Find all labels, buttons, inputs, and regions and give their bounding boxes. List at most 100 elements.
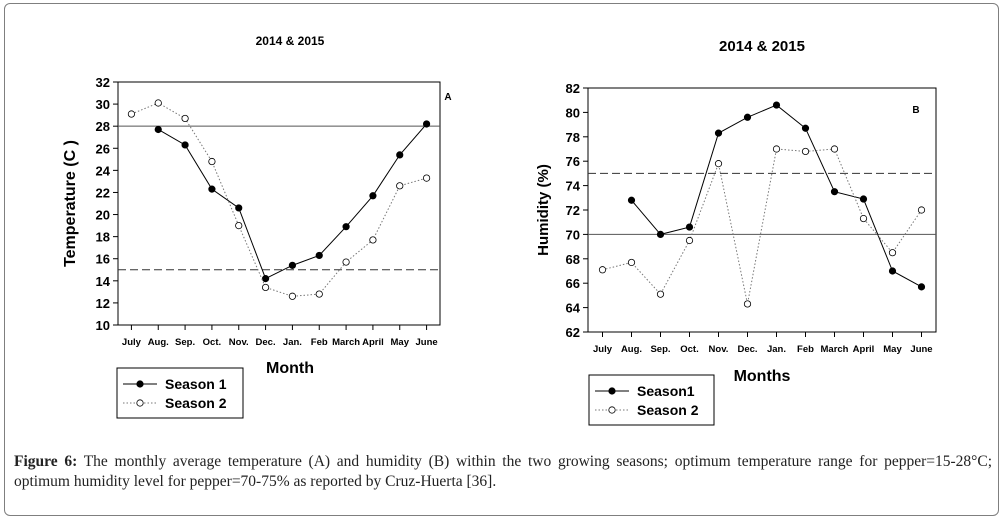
x-tick-label: March: [332, 337, 360, 348]
y-tick-label: 32: [96, 75, 110, 90]
data-point: [743, 113, 752, 121]
data-point: [888, 267, 897, 275]
data-point: [315, 290, 323, 298]
chart-panel-A: 2014 & 2015 A 10 12 14 16 18 20 22 24 26 28 30 32 July…: [62, 34, 452, 419]
y-tick-label: 24: [96, 163, 111, 178]
data-point: [888, 249, 897, 257]
x-tick-label: Oct.: [680, 344, 698, 355]
x-tick-label: May: [883, 344, 902, 355]
x-tick-label: June: [415, 337, 437, 348]
y-tick-label: 80: [566, 105, 580, 120]
data-point: [154, 99, 162, 107]
y-tick-label: 64: [566, 301, 581, 316]
data-point: [396, 151, 404, 159]
y-tick-label: 78: [566, 130, 580, 145]
y-tick-label: 10: [96, 318, 110, 333]
y-tick-label: 76: [566, 154, 580, 169]
figure-caption: Figure 6: The monthly average temperatur…: [14, 452, 992, 492]
x-tick-label: Sep.: [650, 344, 670, 355]
data-point: [627, 196, 636, 204]
legend-label: Season1: [637, 383, 695, 399]
y-tick-label: 28: [96, 119, 110, 134]
y-tick-label: 26: [96, 141, 110, 156]
data-point: [315, 251, 323, 260]
data-point: [396, 182, 404, 190]
x-tick-label: April: [362, 337, 384, 348]
x-tick-label: Nov.: [229, 337, 249, 348]
y-tick-label: 72: [566, 203, 580, 218]
series-line-2: [602, 148, 922, 305]
data-point: [772, 101, 781, 109]
legend-box: [588, 374, 715, 426]
data-point: [127, 110, 136, 118]
data-point: [235, 204, 243, 212]
y-tick-label: 82: [566, 81, 580, 96]
data-point: [208, 157, 216, 166]
x-tick-label: Jan.: [283, 337, 302, 348]
x-tick-label: July: [122, 337, 142, 348]
data-point: [369, 192, 377, 200]
chart-title: 2014 & 2015: [719, 38, 805, 55]
series-line-2: [131, 102, 427, 297]
chart-panel-B: 2014 & 2015 B 62 64 66 68 70 72 74 76 78 80 82 July Au…: [535, 38, 937, 426]
legend-label: Season 2: [165, 395, 227, 411]
data-point: [288, 261, 297, 269]
y-tick-label: 30: [96, 97, 110, 112]
x-tick-label: Oct.: [203, 337, 221, 348]
data-point: [917, 283, 926, 291]
data-point: [208, 185, 216, 193]
data-point: [743, 300, 752, 308]
x-tick-label: Jan.: [767, 344, 786, 355]
data-point: [261, 275, 270, 283]
x-tick-label: Dec.: [256, 337, 276, 348]
y-tick-label: 18: [96, 230, 110, 245]
data-point: [772, 145, 781, 153]
x-tick-label: Aug.: [621, 344, 642, 355]
figure-frame: [4, 3, 999, 516]
y-tick-label: 66: [566, 276, 580, 291]
data-point: [917, 206, 926, 214]
data-point: [656, 290, 665, 298]
data-point: [288, 292, 297, 300]
x-tick-label: Feb: [311, 337, 328, 348]
x-tick-label: July: [593, 344, 613, 355]
x-tick-label: May: [391, 337, 410, 348]
y-tick-label: 22: [96, 185, 110, 200]
x-tick-label: Dec.: [737, 344, 757, 355]
data-point: [801, 147, 810, 156]
y-tick-label: 74: [566, 179, 581, 194]
data-point: [830, 188, 839, 196]
y-tick-label: 16: [96, 252, 110, 267]
caption-text: The monthly average temperature (A) and …: [14, 453, 992, 490]
legend-box: [116, 367, 244, 419]
legend-marker: [608, 387, 616, 395]
data-point: [859, 214, 868, 223]
data-point: [598, 266, 607, 274]
data-point: [685, 223, 694, 231]
x-tick-label: March: [821, 344, 849, 355]
y-tick-label: 14: [96, 274, 111, 289]
x-tick-label: June: [910, 344, 932, 355]
data-point: [369, 236, 377, 244]
y-tick-label: 62: [566, 325, 580, 340]
data-point: [235, 221, 243, 230]
x-tick-label: Feb: [797, 344, 814, 355]
series-line-1: [631, 104, 922, 288]
plot-area: [117, 81, 441, 326]
data-point: [859, 195, 868, 203]
panel-label: A: [444, 92, 451, 103]
legend-marker: [136, 399, 144, 407]
data-point: [342, 223, 350, 231]
x-tick-label: Nov.: [709, 344, 729, 355]
data-point: [830, 145, 839, 153]
data-point: [801, 124, 810, 132]
y-tick-label: 70: [566, 227, 580, 242]
figure-charts: 2014 & 2015 A 10 12 14 16 18 20 22 24 26 28 30 32 July…: [62, 34, 937, 426]
data-point: [656, 230, 665, 238]
data-point: [154, 125, 162, 134]
data-point: [422, 174, 431, 182]
data-point: [261, 283, 270, 292]
x-axis-label: Months: [734, 368, 791, 385]
y-axis-label: Temperature (C ): [62, 140, 79, 267]
legend-label: Season 1: [165, 376, 227, 392]
